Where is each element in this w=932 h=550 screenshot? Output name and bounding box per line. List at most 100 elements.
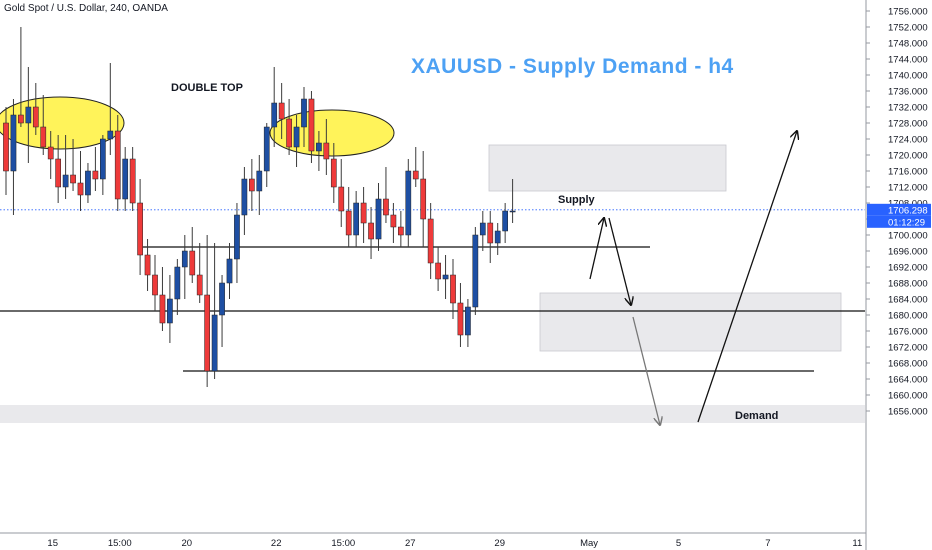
- candle: [345, 187, 352, 247]
- candle: [100, 135, 106, 195]
- candle-body: [10, 114, 17, 172]
- candle: [383, 167, 389, 223]
- candle-body: [62, 174, 69, 188]
- time-tick-label: 27: [405, 538, 416, 549]
- candle-body: [286, 118, 292, 148]
- candle-body: [114, 130, 121, 200]
- candle-body: [174, 266, 181, 300]
- candle: [204, 235, 211, 387]
- price-tick-label: 1716.000: [888, 167, 928, 178]
- candle-body: [472, 234, 479, 308]
- zones-layer: [0, 144, 865, 423]
- candle-body: [509, 210, 516, 213]
- candle: [219, 275, 225, 347]
- price-tick-label: 1756.000: [888, 7, 928, 18]
- candle-body: [189, 250, 196, 276]
- price-tick-label: 1700.000: [888, 231, 928, 242]
- price-tick-label: 1732.000: [888, 103, 928, 114]
- candle: [405, 159, 412, 247]
- candle-body: [487, 222, 494, 244]
- candle: [412, 147, 419, 187]
- candle: [189, 227, 196, 283]
- candle-body: [211, 314, 218, 372]
- candle-body: [249, 178, 255, 192]
- candle-body: [167, 298, 173, 324]
- candle: [420, 151, 427, 247]
- double-top-highlights: [0, 96, 395, 157]
- candle-body: [129, 158, 136, 204]
- candle: [55, 135, 61, 203]
- projection-arrows: [589, 131, 797, 425]
- candle: [10, 99, 17, 215]
- candle: [435, 247, 441, 291]
- countdown-value: 01:12:29: [888, 217, 925, 228]
- candle: [3, 107, 9, 195]
- candle-body: [181, 250, 188, 268]
- candle: [450, 259, 456, 319]
- candle-body: [107, 130, 114, 140]
- current-price-value: 1706.298: [888, 205, 928, 216]
- arrow-down-to-demand: [632, 316, 660, 425]
- candle: [271, 67, 278, 147]
- candle-body: [271, 102, 278, 128]
- candle: [32, 83, 39, 135]
- candle: [457, 283, 464, 347]
- price-tick-label: 1720.000: [888, 151, 928, 162]
- candle: [442, 255, 449, 299]
- candle-body: [301, 98, 307, 128]
- candle: [137, 179, 143, 275]
- candle-body: [398, 226, 404, 236]
- price-tick-label: 1656.000: [888, 407, 928, 418]
- candle-body: [77, 182, 84, 196]
- candle: [226, 243, 233, 299]
- candle-body: [3, 122, 9, 172]
- candle-body: [353, 202, 359, 236]
- price-tick-label: 1660.000: [888, 391, 928, 402]
- candle-body: [122, 158, 129, 200]
- candle-body: [457, 302, 464, 336]
- double-top-label: DOUBLE TOP: [171, 82, 243, 94]
- candles-layer: [3, 27, 516, 387]
- price-tick-label: 1752.000: [888, 23, 928, 34]
- candle-body: [293, 126, 300, 148]
- demand-label: Demand: [735, 410, 779, 422]
- candle-body: [479, 222, 486, 236]
- candle: [107, 63, 114, 155]
- price-tick-label: 1728.000: [888, 119, 928, 130]
- candle: [62, 135, 69, 199]
- price-tick-label: 1680.000: [888, 311, 928, 322]
- price-tick-label: 1664.000: [888, 375, 928, 386]
- candle-body: [55, 158, 61, 188]
- time-tick-label: 20: [182, 538, 193, 549]
- arrow-up-to-supply: [589, 218, 604, 280]
- candle-body: [196, 274, 203, 296]
- candle: [301, 87, 307, 147]
- candle-body: [383, 198, 389, 216]
- candle-body: [263, 126, 270, 172]
- candle: [390, 203, 397, 243]
- candle-body: [234, 214, 240, 260]
- candle-body: [427, 218, 434, 264]
- candle-body: [412, 170, 419, 180]
- price-tick-label: 1692.000: [888, 263, 928, 274]
- candle-body: [420, 178, 427, 220]
- candle: [159, 267, 166, 331]
- candle: [241, 167, 248, 235]
- price-axis[interactable]: 1656.000 1660.000 1664.000 1668.000 1672.000…: [865, 0, 932, 550]
- price-tick-label: 1712.000: [888, 183, 928, 194]
- candle: [375, 183, 382, 251]
- candle-body: [338, 186, 345, 212]
- candle-body: [204, 294, 211, 372]
- arrow-up-target: [697, 131, 797, 423]
- candle: [114, 115, 121, 211]
- candle-body: [100, 138, 106, 180]
- candle-body: [375, 198, 382, 240]
- candle-body: [323, 142, 330, 160]
- candle-body: [345, 210, 352, 236]
- horizontal-levels: [0, 246, 865, 372]
- time-tick-label: 15:00: [331, 538, 355, 549]
- price-tick-label: 1740.000: [888, 71, 928, 82]
- supply-zone: [488, 144, 727, 192]
